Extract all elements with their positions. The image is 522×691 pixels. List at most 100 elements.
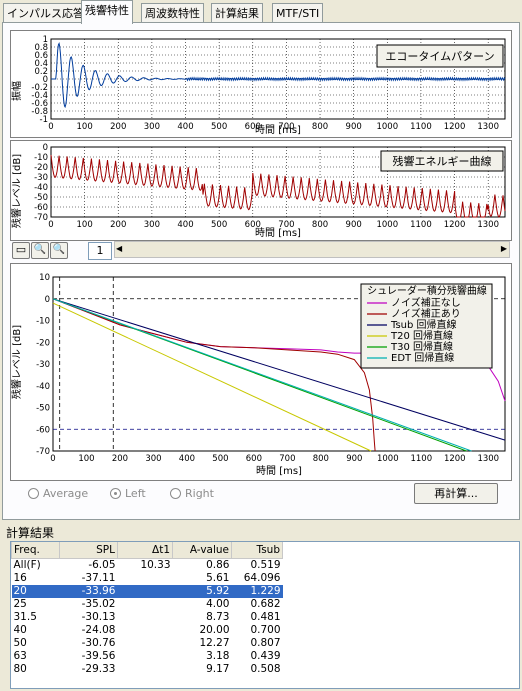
chart1-ylabel: 振幅 — [11, 81, 23, 101]
c1-y-tick-label: -0.4 — [31, 91, 48, 101]
table-row[interactable]: 25 -35.02 4.00 0.682 — [12, 598, 283, 611]
table-cell: -29.33 — [81, 663, 116, 675]
table-row[interactable]: 16 -37.11 5.61 64.096 — [12, 572, 283, 585]
table-row[interactable]: All(F) -6.05 10.33 0.86 0.519 — [12, 559, 283, 573]
tab-calculation-results[interactable]: 計算結果 — [211, 3, 263, 23]
radio-right[interactable]: Right — [170, 487, 214, 500]
c1-x-tick-label: 700 — [278, 122, 294, 132]
chart3-y-ticks: 10 0 -10 -20 -30 -40 -50 -60 -70 — [36, 273, 50, 457]
col-dt1[interactable]: Δt1 — [117, 542, 173, 559]
reverberation-energy-chart: 残響レベル [dB] 0 -10 -20 -30 -40 -50 -60 -70 0 100 20… — [10, 140, 512, 241]
c1-x-tick-label: 0 — [48, 122, 53, 132]
c1-x-tick-label: 300 — [144, 122, 160, 132]
chart2-x-ticks: 0 100 200 300 400 500 600 700 800 900 1000 1100 1200… — [48, 220, 499, 230]
scroll-left-icon[interactable]: ◀ — [116, 244, 123, 253]
c3-x-tick-label: 500 — [212, 454, 228, 464]
radio-left[interactable]: Left — [110, 487, 146, 500]
energy-decay-curve — [50, 154, 506, 218]
series-line — [52, 298, 506, 441]
c3-y-tick-label: -40 — [36, 382, 50, 392]
c2-y-tick-label: -50 — [34, 193, 48, 203]
tab-frequency-response[interactable]: 周波数特性 — [141, 3, 204, 23]
c2-x-tick-label: 1300 — [477, 220, 499, 230]
col-spl[interactable]: SPL — [59, 542, 118, 559]
chart1-x-ticks: 0 100 200 300 400 500 600 700 800 900 1000 1100 1200… — [48, 122, 499, 132]
radio-average[interactable]: Average — [28, 487, 88, 500]
horizontal-scrollbar[interactable]: ◀ ▶ — [114, 241, 510, 258]
table-row[interactable]: 80 -29.33 9.17 0.508 — [12, 663, 283, 676]
scroll-right-icon[interactable]: ▶ — [500, 244, 507, 253]
fit-view-button[interactable]: ▭ — [12, 242, 30, 259]
table-cell: 63 — [13, 650, 27, 662]
c3-x-tick-label: 700 — [279, 454, 295, 464]
c1-y-tick-label: 1 — [43, 35, 48, 45]
table-row[interactable]: 63 -39.56 3.18 0.439 — [12, 650, 283, 663]
chart2-xlabel: 時間 [ms] — [255, 227, 301, 239]
legend-label: ノイズ補正なし — [391, 296, 461, 309]
c2-y-tick-label: -10 — [34, 153, 48, 163]
zoom-in-button[interactable]: 🔍 — [31, 242, 49, 259]
table-cell: 16 — [13, 572, 27, 584]
table-row[interactable]: 20 -33.96 5.92 1.229 — [11, 585, 283, 598]
radio-average-indicator — [28, 488, 39, 499]
c1-y-tick-label: -0.8 — [31, 107, 48, 117]
table-cell — [118, 637, 173, 650]
chart2-title: 残響エネルギー曲線 — [393, 154, 492, 168]
col-tsub[interactable]: Tsub — [231, 542, 283, 559]
recalculate-button[interactable]: 再計算... — [414, 483, 498, 504]
radio-left-indicator — [110, 488, 121, 499]
table-cell: 0.700 — [250, 624, 281, 636]
table-row[interactable]: 40 -24.08 20.00 0.700 — [12, 624, 283, 637]
col-freq[interactable]: Freq. — [11, 542, 60, 559]
c3-x-tick-label: 100 — [78, 454, 94, 464]
tab-reverberation[interactable]: 残響特性 — [81, 0, 133, 24]
table-cell: 25 — [13, 598, 27, 610]
legend-box — [360, 283, 493, 369]
table-cell: -6.05 — [88, 559, 116, 571]
c1-x-tick-label: 1000 — [376, 122, 398, 132]
table-cell: 5.61 — [206, 572, 230, 584]
results-table[interactable]: Freq. SPL Δt1 A-value Tsub All(F) -6.05 10… — [10, 541, 520, 689]
c3-y-tick-label: 0 — [45, 295, 50, 305]
tab-impulse-response[interactable]: インパルス応答 — [3, 3, 88, 23]
table-cell: 31.5 — [13, 611, 37, 623]
col-a-value[interactable]: A-value — [172, 542, 232, 559]
c3-x-tick-label: 1200 — [444, 454, 466, 464]
zoom-out-button[interactable]: 🔍 — [50, 242, 68, 259]
table-cell — [118, 572, 173, 585]
c1-x-tick-label: 1100 — [410, 122, 432, 132]
table-cell: 10.33 — [140, 559, 171, 571]
chart1-xlabel: 時間 [ms] — [255, 124, 301, 136]
page-number-field[interactable]: 1 — [88, 242, 112, 260]
table-cell: 4.00 — [206, 598, 230, 610]
table-cell: 8.73 — [206, 611, 230, 623]
c2-x-tick-label: 800 — [312, 220, 328, 230]
table-row[interactable]: 31.5 -30.13 8.73 0.481 — [12, 611, 283, 624]
tab-mtf-sti[interactable]: MTF/STI — [272, 3, 324, 23]
table-cell: 0.439 — [250, 650, 281, 662]
c3-x-tick-label: 1100 — [410, 454, 432, 464]
c3-x-tick-label: 600 — [246, 454, 262, 464]
radio-average-label: Average — [43, 487, 89, 500]
table-cell: All(F) — [13, 559, 41, 571]
c3-y-tick-label: -30 — [36, 360, 50, 370]
table-cell: 0.807 — [250, 637, 281, 649]
echo-waveform — [51, 42, 506, 109]
c1-y-tick-label: -1 — [40, 115, 48, 125]
schroeder-decay-svg: 残響レベル [dB] 100-10-20-30-40-50-60-70 0 100… — [10, 273, 506, 477]
table-cell — [117, 585, 173, 598]
legend-label: EDT 回帰直線 — [391, 351, 454, 364]
legend-label: T20 回帰直線 — [390, 329, 453, 342]
table-row[interactable]: 50 -30.76 12.27 0.807 — [12, 637, 283, 650]
chart3-x-ticks: 0 100 200 300 400 500 600 700 800 900 1000 1100 1200… — [50, 454, 499, 464]
c3-y-tick-label: -50 — [36, 404, 50, 414]
table-cell: -24.08 — [81, 624, 116, 636]
table-cell: 9.17 — [206, 663, 230, 675]
table-cell: 0.682 — [250, 598, 281, 610]
c2-x-tick-label: 200 — [110, 220, 126, 230]
c2-y-tick-label: -40 — [34, 183, 48, 193]
c1-y-tick-label: 0 — [43, 75, 48, 85]
c3-x-tick-label: 1000 — [377, 454, 399, 464]
chart3-series — [52, 298, 506, 452]
